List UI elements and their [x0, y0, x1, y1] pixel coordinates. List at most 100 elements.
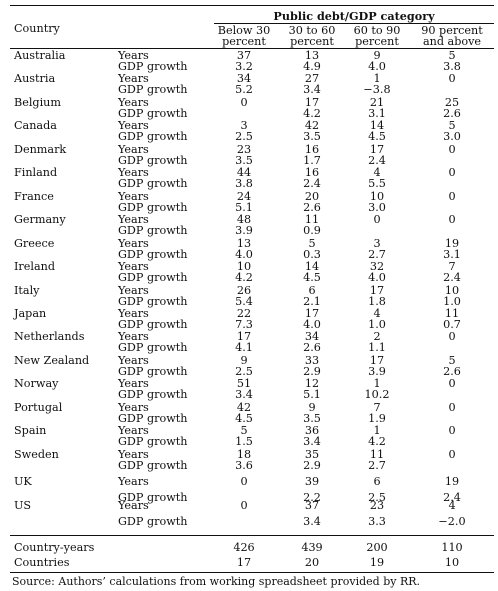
bottom-rule — [10, 572, 494, 573]
growth-value: 10.2 — [364, 388, 390, 401]
years-value: 16 — [304, 143, 320, 156]
growth-value: 5.5 — [368, 177, 386, 190]
years-value: 5 — [308, 237, 316, 250]
growth-value: 2.6 — [443, 107, 461, 120]
years-value: 26 — [236, 284, 252, 297]
growth-value: 3.4 — [303, 515, 321, 528]
country-name: Denmark — [14, 143, 67, 156]
growth-value: 4.2 — [303, 107, 321, 120]
years-value: 17 — [304, 307, 320, 320]
years-value: 36 — [304, 424, 320, 437]
years-label: Years — [118, 72, 149, 85]
years-value: 16 — [304, 166, 320, 179]
years-value: 5 — [240, 424, 248, 437]
growth-value: 2.5 — [368, 491, 386, 504]
category-header-3-line2: percent — [355, 35, 399, 48]
category-header-2-line2: percent — [290, 35, 334, 48]
totals-rule — [10, 535, 494, 536]
gdp-growth-label: GDP growth — [118, 177, 188, 190]
growth-value: 5.1 — [235, 201, 253, 214]
years-value: 17 — [369, 354, 385, 367]
years-label: Years — [118, 448, 149, 461]
years-value: 7 — [448, 260, 456, 273]
years-value: 5 — [448, 119, 456, 132]
growth-value: 2.6 — [303, 201, 321, 214]
years-value: 21 — [369, 96, 385, 109]
growth-value: 3.4 — [303, 83, 321, 96]
growth-value: 2.9 — [303, 365, 321, 378]
growth-value: −3.8 — [363, 83, 391, 96]
growth-value: 3.5 — [303, 412, 321, 425]
years-label: Years — [118, 260, 149, 273]
growth-value: 1.5 — [235, 435, 253, 448]
country-name: Ireland — [14, 260, 56, 273]
years-label: Years — [118, 424, 149, 437]
growth-value: 5.1 — [303, 388, 321, 401]
growth-value: 2.1 — [303, 295, 321, 308]
growth-value: 1.0 — [368, 318, 386, 331]
years-value: 6 — [373, 475, 381, 488]
growth-value: 3.1 — [368, 107, 386, 120]
totals-value: 19 — [369, 556, 385, 569]
totals-value: 20 — [304, 556, 320, 569]
growth-value: 3.4 — [303, 435, 321, 448]
years-value: 19 — [444, 475, 460, 488]
years-value: 4 — [373, 307, 381, 320]
country-name: New Zealand — [14, 354, 90, 367]
gdp-growth-label: GDP growth — [118, 130, 188, 143]
country-name: Japan — [14, 307, 47, 320]
years-label: Years — [118, 143, 149, 156]
growth-value: 4.1 — [235, 341, 253, 354]
growth-value: 2.2 — [303, 491, 321, 504]
growth-value: 2.7 — [368, 459, 386, 472]
growth-value: 3.3 — [368, 515, 386, 528]
years-label: Years — [118, 354, 149, 367]
gdp-growth-label: GDP growth — [118, 107, 188, 120]
growth-value: 2.9 — [303, 459, 321, 472]
years-value: 0 — [373, 213, 381, 226]
category-header-4-line2: and above — [422, 35, 482, 48]
country-name: Greece — [14, 237, 55, 250]
years-value: 4 — [448, 499, 456, 512]
years-value: 1 — [373, 377, 381, 390]
country-name: France — [14, 190, 54, 203]
growth-value: −2.0 — [438, 515, 466, 528]
years-value: 0 — [448, 213, 456, 226]
years-value: 42 — [304, 119, 320, 132]
country-header: Country — [14, 22, 60, 35]
years-value: 17 — [369, 143, 385, 156]
header-rule — [10, 48, 494, 49]
gdp-growth-label: GDP growth — [118, 248, 188, 261]
growth-value: 0.3 — [303, 248, 321, 261]
gdp-growth-label: GDP growth — [118, 491, 188, 504]
gdp-growth-label: GDP growth — [118, 318, 188, 331]
growth-value: 3.1 — [443, 248, 461, 261]
totals-label: Country-years — [14, 541, 95, 554]
years-value: 32 — [369, 260, 385, 273]
growth-value: 5.2 — [235, 83, 253, 96]
years-value: 48 — [236, 213, 252, 226]
years-value: 0 — [448, 377, 456, 390]
growth-value: 4.0 — [303, 318, 321, 331]
country-name: Belgium — [14, 96, 61, 109]
growth-value: 2.7 — [368, 248, 386, 261]
years-label: Years — [118, 307, 149, 320]
years-label: Years — [118, 401, 149, 414]
years-value: 37 — [304, 499, 320, 512]
gdp-growth-label: GDP growth — [118, 515, 188, 528]
totals-value: 426 — [233, 541, 255, 554]
growth-value: 2.4 — [303, 177, 321, 190]
gdp-growth-label: GDP growth — [118, 201, 188, 214]
years-label: Years — [118, 119, 149, 132]
years-value: 18 — [236, 448, 252, 461]
country-name: Australia — [14, 49, 66, 62]
growth-value: 3.8 — [443, 60, 461, 73]
totals-value: 17 — [236, 556, 252, 569]
years-value: 2 — [373, 330, 381, 343]
growth-value: 4.0 — [235, 248, 253, 261]
growth-value: 4.5 — [303, 271, 321, 284]
years-value: 17 — [304, 96, 320, 109]
years-value: 3 — [373, 237, 381, 250]
years-value: 34 — [236, 72, 252, 85]
growth-value: 1.7 — [303, 154, 321, 167]
